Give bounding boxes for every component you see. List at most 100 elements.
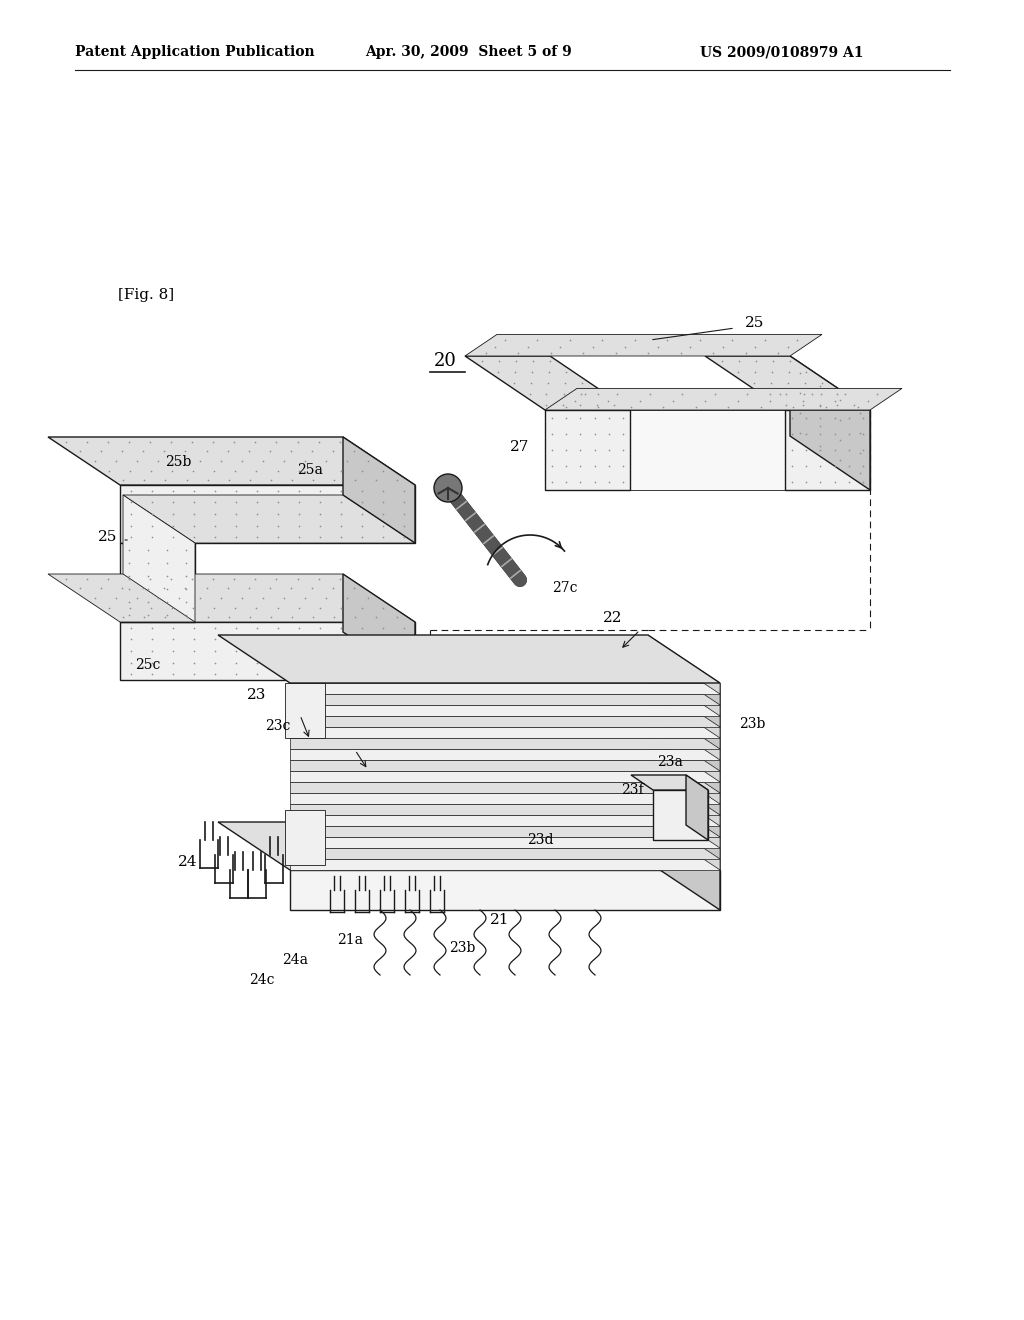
Point: [143, 652, 160, 673]
Point: [852, 442, 868, 463]
Point: [353, 597, 370, 618]
Point: [177, 591, 194, 612]
Point: [614, 455, 631, 477]
Point: [739, 384, 756, 405]
Point: [143, 628, 160, 649]
Point: [185, 652, 202, 673]
Polygon shape: [290, 715, 720, 727]
Point: [249, 618, 265, 639]
Point: [220, 607, 237, 628]
Point: [115, 607, 131, 628]
Point: [347, 607, 364, 628]
Point: [812, 455, 828, 477]
Point: [86, 587, 102, 609]
Point: [779, 337, 796, 358]
Point: [159, 591, 175, 612]
Point: [159, 605, 175, 626]
Point: [558, 471, 574, 492]
Point: [207, 503, 223, 524]
Point: [640, 342, 656, 363]
Point: [852, 422, 868, 444]
Point: [368, 607, 384, 628]
Point: [682, 337, 698, 358]
Polygon shape: [545, 411, 630, 490]
Point: [594, 330, 610, 351]
Point: [142, 568, 159, 589]
Point: [165, 503, 181, 524]
Point: [207, 515, 223, 536]
Point: [339, 587, 355, 609]
Point: [304, 441, 321, 462]
Point: [623, 396, 639, 417]
Point: [122, 640, 138, 661]
Point: [283, 441, 299, 462]
Point: [227, 664, 244, 685]
Text: [Fig. 8]: [Fig. 8]: [118, 288, 174, 302]
Point: [697, 389, 714, 411]
Polygon shape: [648, 822, 720, 909]
Point: [360, 587, 377, 609]
Point: [540, 372, 556, 393]
Point: [375, 628, 391, 649]
Point: [312, 503, 329, 524]
Point: [122, 527, 138, 548]
Point: [227, 652, 244, 673]
Point: [360, 450, 377, 471]
Point: [184, 432, 201, 453]
Point: [310, 432, 327, 453]
Point: [587, 440, 603, 461]
Point: [812, 408, 828, 429]
Point: [185, 640, 202, 661]
Point: [826, 455, 843, 477]
Point: [114, 578, 130, 599]
Point: [140, 539, 157, 560]
Point: [804, 384, 820, 405]
Point: [777, 395, 794, 416]
Point: [171, 450, 187, 471]
Point: [99, 568, 116, 589]
Point: [347, 470, 364, 491]
Point: [121, 565, 137, 586]
Polygon shape: [48, 437, 415, 484]
Point: [227, 515, 244, 536]
Polygon shape: [290, 694, 720, 705]
Point: [233, 587, 250, 609]
Point: [507, 351, 523, 372]
Point: [837, 384, 853, 405]
Polygon shape: [120, 622, 415, 680]
Point: [829, 383, 846, 404]
Point: [354, 640, 371, 661]
Point: [79, 432, 95, 453]
Point: [207, 640, 223, 661]
Point: [572, 440, 589, 461]
Point: [522, 372, 539, 393]
Point: [333, 628, 349, 649]
Point: [185, 503, 202, 524]
Polygon shape: [290, 771, 720, 781]
Point: [812, 396, 828, 417]
Point: [270, 664, 287, 685]
Text: 23a: 23a: [657, 755, 683, 770]
Point: [283, 578, 299, 599]
Text: US 2009/0108979 A1: US 2009/0108979 A1: [700, 45, 863, 59]
Point: [291, 597, 307, 618]
Point: [798, 471, 814, 492]
Point: [150, 587, 166, 609]
Polygon shape: [648, 657, 720, 715]
Point: [600, 424, 616, 445]
Point: [354, 492, 371, 513]
Point: [205, 432, 221, 453]
Point: [326, 470, 342, 491]
Point: [207, 652, 223, 673]
Point: [333, 597, 349, 618]
Point: [178, 470, 195, 491]
Point: [163, 432, 179, 453]
Polygon shape: [648, 678, 720, 738]
Point: [165, 515, 181, 536]
Point: [354, 618, 371, 639]
Text: 22: 22: [603, 611, 623, 624]
Point: [121, 591, 137, 612]
Point: [185, 492, 202, 513]
Point: [268, 568, 285, 589]
Point: [600, 389, 616, 411]
